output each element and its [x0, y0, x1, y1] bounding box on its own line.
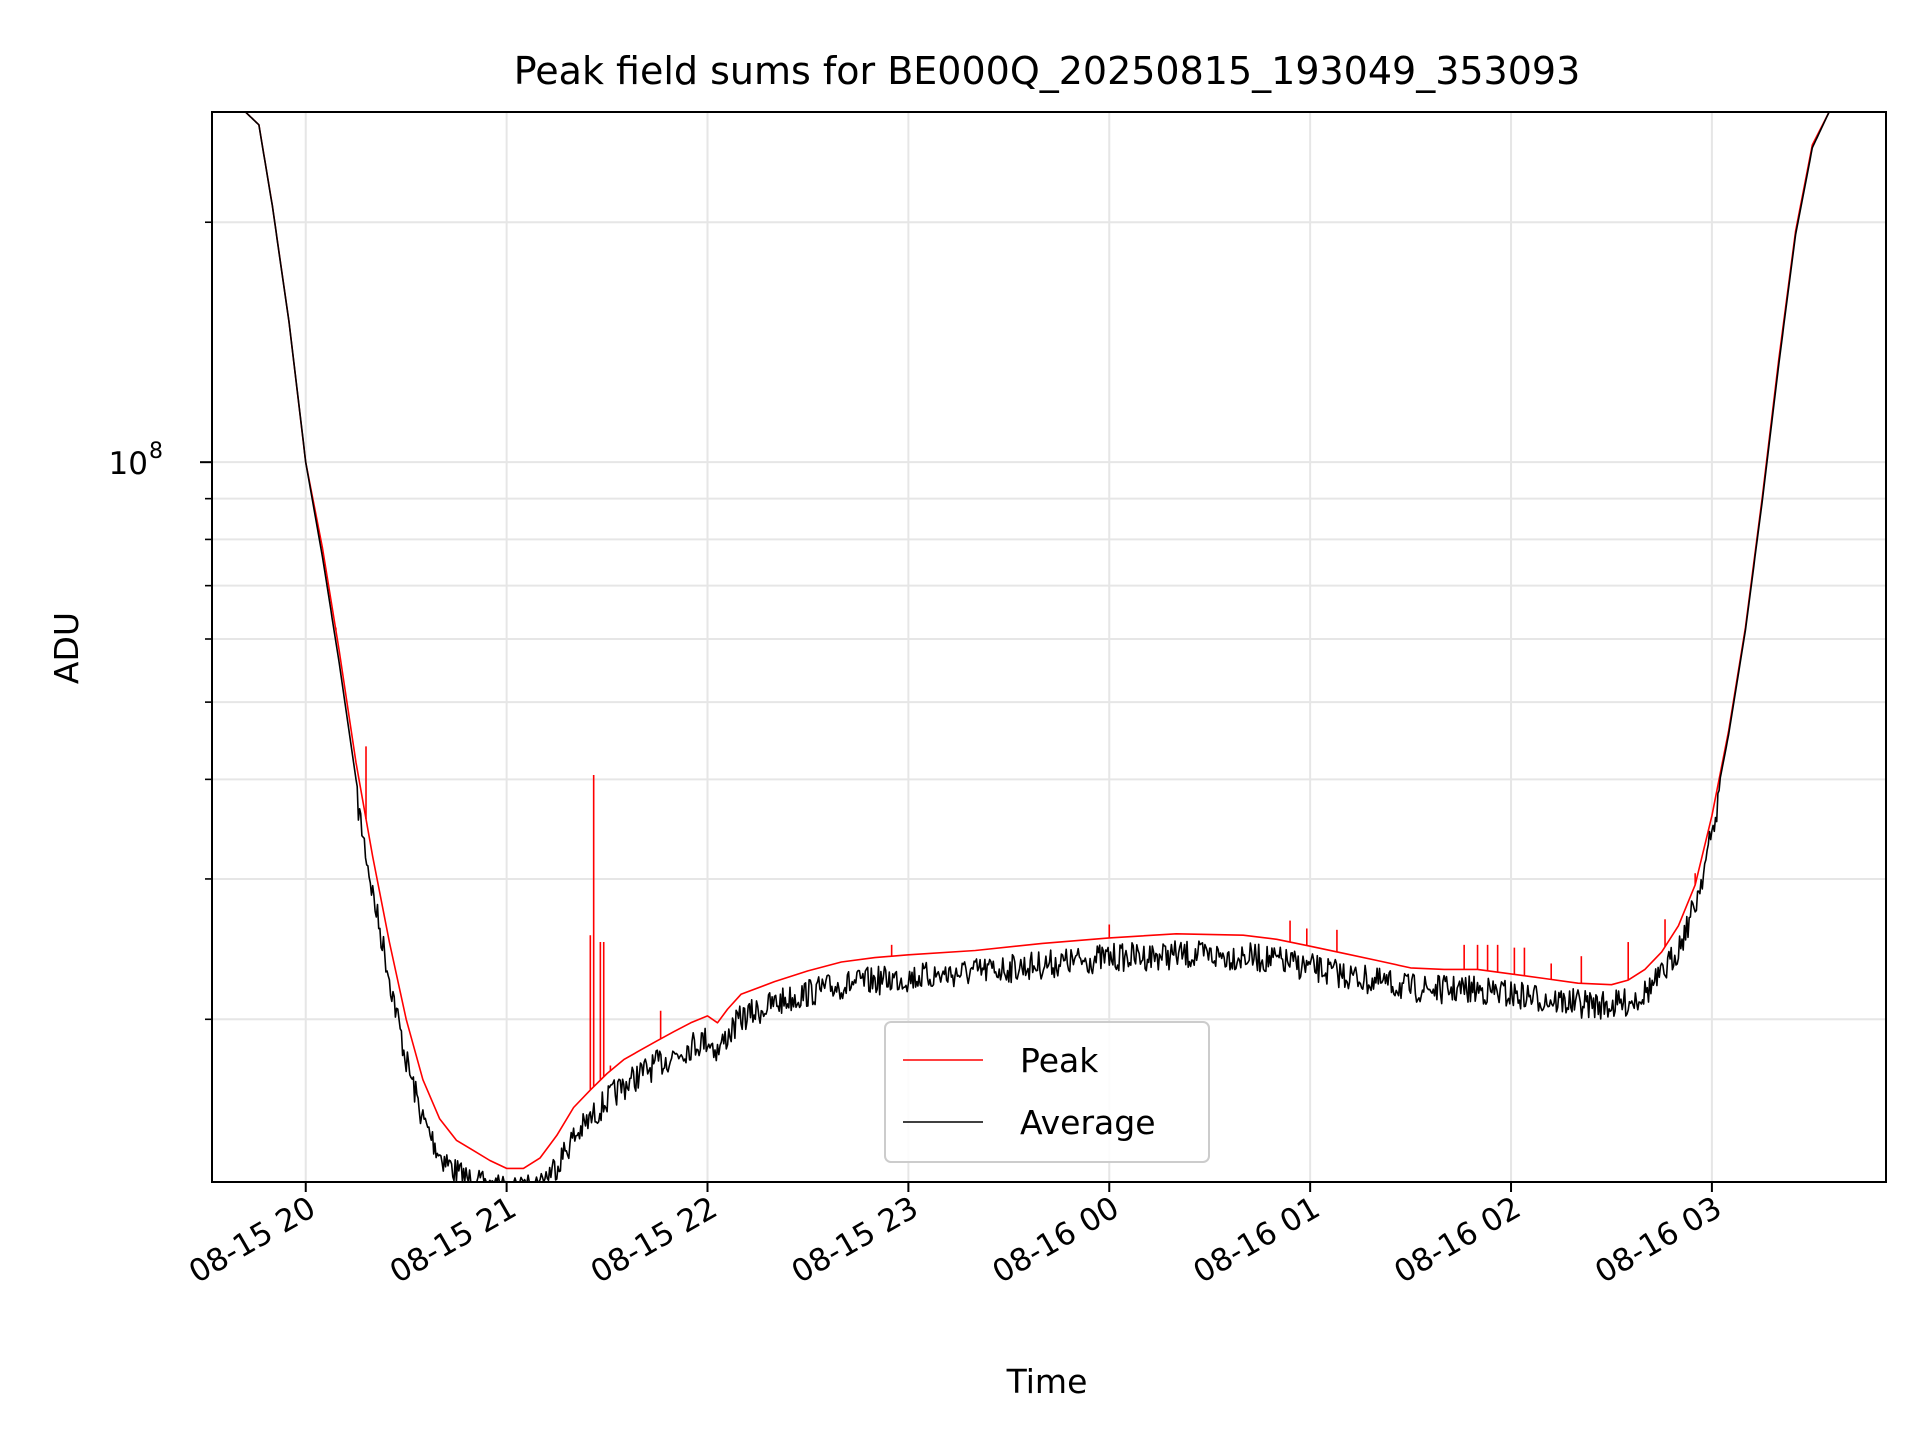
y-tick-label: 10 [109, 446, 148, 482]
legend: Peak Average [884, 1021, 1210, 1163]
x-axis-label: Time [1006, 1362, 1088, 1401]
legend-peak-label: Peak [1020, 1041, 1099, 1080]
legend-average-label: Average [1020, 1103, 1156, 1142]
grid [212, 112, 1886, 1182]
series-layer [244, 112, 1846, 1182]
y-tick-label-base: 10 [109, 446, 148, 482]
y-axis-label: ADU [47, 612, 86, 684]
series-line-average [244, 112, 1846, 1182]
chart-title: Peak field sums for BE000Q_20250815_1930… [514, 49, 1581, 93]
plot-frame [211, 111, 1887, 1183]
series-line-peak [244, 112, 1846, 1170]
y-tick-label-exponent: 8 [149, 439, 163, 464]
legend-box [884, 1021, 1210, 1163]
